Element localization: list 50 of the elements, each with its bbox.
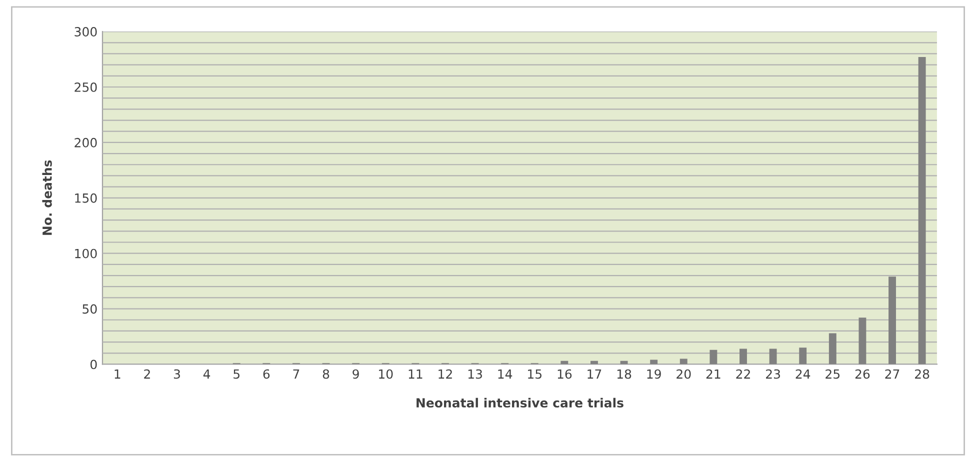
x-tick-label: 26 [855, 369, 870, 379]
x-tick-label: 27 [885, 369, 900, 379]
bar [560, 360, 568, 364]
x-tick-label: 15 [528, 369, 542, 379]
x-tick-label: 13 [468, 369, 482, 379]
x-tick-label: 7 [293, 369, 300, 379]
x-axis-title: Neonatal intensive care trials [416, 398, 624, 408]
x-tick-label: 25 [826, 369, 840, 379]
x-tick-label: 24 [796, 369, 810, 379]
x-tick-label: 28 [915, 369, 930, 379]
y-tick-label: 0 [90, 360, 97, 370]
x-tick-label: 9 [352, 369, 359, 379]
x-tick-label: 21 [706, 369, 720, 379]
x-tick-label: 4 [203, 369, 210, 379]
bar [620, 360, 628, 364]
bar [590, 360, 598, 364]
bar [828, 333, 836, 364]
y-tick-label: 250 [74, 82, 97, 92]
x-tick-label: 23 [766, 369, 780, 379]
x-tick-label: 17 [588, 369, 602, 379]
x-tick-label: 22 [736, 369, 750, 379]
y-tick-label: 150 [75, 193, 97, 203]
x-tick-label: 3 [174, 369, 180, 379]
x-tick-label: 18 [617, 369, 632, 379]
x-tick-label: 19 [647, 369, 661, 379]
x-tick-label: 14 [498, 369, 512, 379]
y-tick-label: 50 [82, 304, 97, 314]
x-tick-label: 6 [263, 369, 270, 379]
x-tick-label: 1 [114, 369, 120, 379]
bar [888, 276, 896, 364]
x-tick-label: 5 [234, 369, 240, 379]
bar [680, 358, 688, 364]
x-tick-label: 20 [676, 369, 691, 379]
bar [769, 348, 777, 364]
x-tick-label: 11 [408, 369, 422, 379]
x-tick-label: 10 [379, 369, 393, 379]
y-tick-label: 200 [74, 138, 97, 148]
bar [710, 350, 718, 364]
bar [858, 318, 866, 364]
x-tick-label: 12 [438, 369, 452, 379]
bar [650, 360, 658, 364]
y-tick-label: 100 [75, 248, 97, 258]
bar [740, 348, 747, 364]
x-tick-label: 8 [322, 369, 330, 379]
x-tick-label: 16 [558, 369, 572, 379]
x-tick-label: 2 [144, 369, 150, 379]
y-tick-label: 300 [74, 27, 97, 36]
bar [799, 348, 807, 364]
bar [918, 57, 926, 364]
y-axis-title: No. deaths [42, 160, 52, 235]
